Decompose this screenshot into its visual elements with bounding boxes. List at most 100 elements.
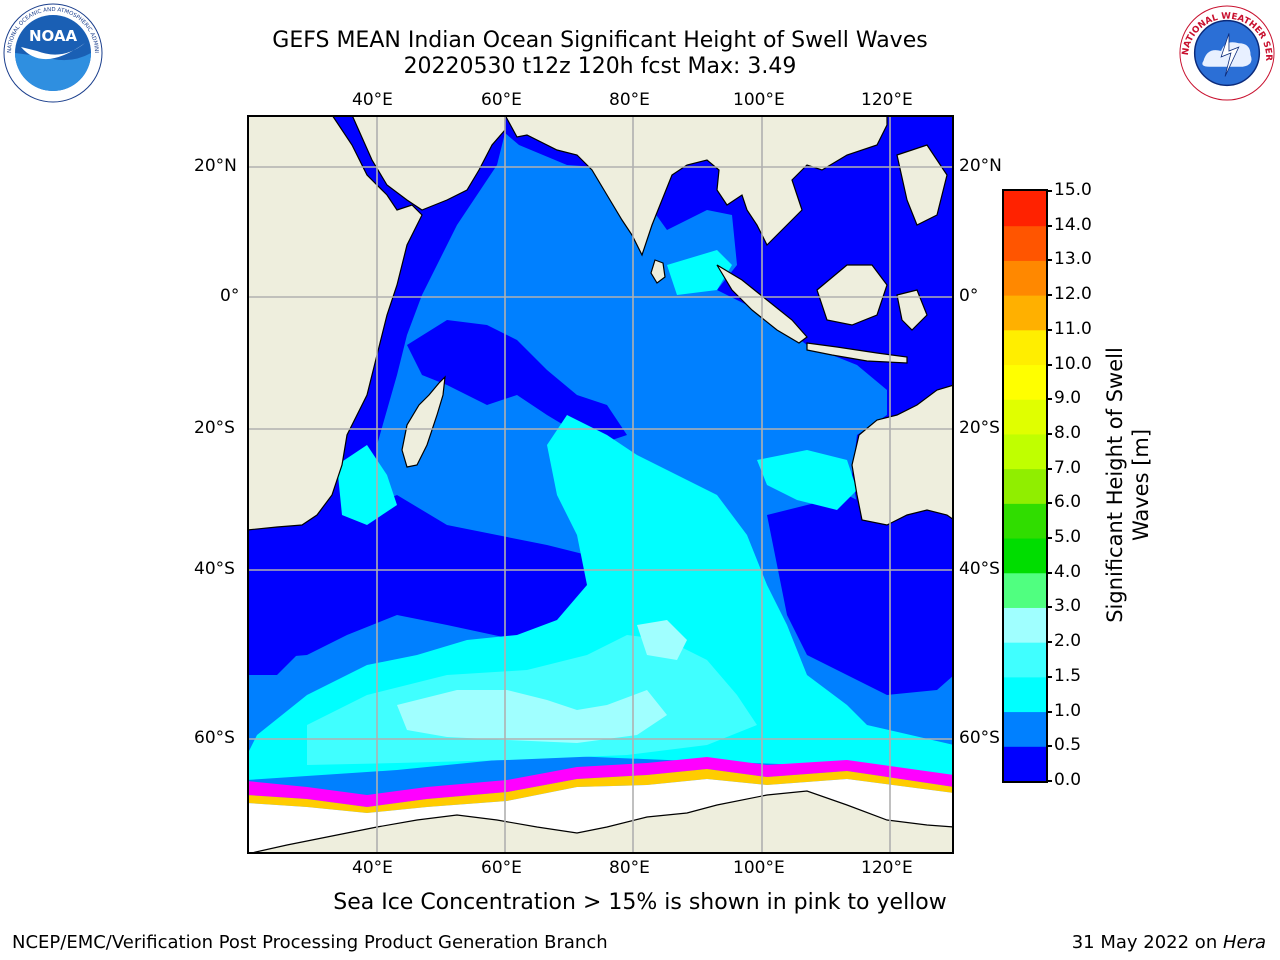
swell-zone-low-west (407, 320, 627, 445)
colorbar-bin (1004, 746, 1046, 782)
swell-zone-cyan-westaustralia (757, 450, 857, 510)
footer-machine: Hera (1222, 932, 1266, 953)
lat-tick-right: 0° (959, 286, 979, 306)
colorbar-tick-mark (1046, 363, 1052, 366)
land-australia (851, 384, 954, 526)
land-antarctica (247, 790, 954, 854)
colorbar-bin (1004, 503, 1046, 539)
colorbar-tick-labels: 0.0 0.5 1.0 1.5 2.0 3.0 4.0 5.0 6.0 7.0 8.0 9.0 10.0… (1046, 0, 1132, 960)
land-madagascar (401, 375, 446, 468)
colorbar-tick-label: 5.0 (1054, 527, 1082, 548)
colorbar-bin (1004, 364, 1046, 400)
map-frame (247, 115, 954, 854)
noaa-logo: NOAA NATIONAL OCEANIC AND ATMOSPHERIC AD… (3, 3, 103, 103)
colorbar-frame (1002, 189, 1048, 783)
colorbar-tick-mark (1046, 294, 1052, 297)
footer-date-text: 31 May 2022 on (1071, 932, 1223, 953)
lon-tick-top: 80°E (609, 90, 650, 110)
land-java (806, 342, 908, 364)
sea-ice-caption: Sea Ice Concentration > 15% is shown in … (333, 890, 947, 915)
footer-credit: NCEP/EMC/Verification Post Processing Pr… (12, 932, 608, 953)
colorbar-tick-mark (1046, 606, 1052, 609)
map-graticule (247, 115, 954, 854)
colorbar-tick-mark (1046, 502, 1052, 505)
swell-zone-pale-south (397, 690, 667, 743)
colorbar-tick-label: 10.0 (1054, 353, 1092, 374)
lon-tick-bottom: 80°E (609, 858, 650, 878)
lon-tick-bottom: 60°E (481, 858, 522, 878)
colorbar-tick-mark (1046, 710, 1052, 713)
lat-tick-right: 40°S (959, 559, 1000, 579)
colorbar-tick-label: 2.0 (1054, 631, 1082, 652)
colorbar-tick-mark (1046, 398, 1052, 401)
lat-tick-left: 0° (220, 286, 240, 306)
swell-zone-pale-central (637, 620, 687, 660)
noaa-logo-text: NOAA (29, 27, 78, 45)
colorbar-tick-label: 6.0 (1054, 492, 1082, 513)
lat-tick-left: 20°N (194, 156, 237, 176)
colorbar-tick-mark (1046, 675, 1052, 678)
colorbar-bin (1004, 607, 1046, 643)
colorbar-tick-label: 1.5 (1054, 665, 1082, 686)
sea-ice-edge-pink (247, 757, 954, 807)
nws-logo: NATIONAL WEATHER SERVICE (1178, 4, 1275, 101)
lat-tick-left: 20°S (194, 418, 235, 438)
sea-ice-edge-yellow (247, 769, 954, 813)
colorbar-tick-label: 0.0 (1054, 770, 1082, 790)
colorbar-tick-label: 11.0 (1054, 318, 1092, 339)
colorbar-bin (1004, 260, 1046, 296)
colorbar-bin (1004, 399, 1046, 435)
colorbar-bin (1004, 225, 1046, 261)
map-title: GEFS MEAN Indian Ocean Significant Heigh… (272, 28, 928, 53)
colorbar-tick-label: 8.0 (1054, 422, 1082, 443)
swell-zone-low-east (767, 495, 954, 695)
lon-tick-bottom: 100°E (733, 858, 785, 878)
colorbar-bin (1004, 329, 1046, 366)
map-panel (247, 115, 954, 854)
colorbar-tick-label: 7.0 (1054, 457, 1082, 478)
lon-tick-top: 40°E (352, 90, 393, 110)
swell-zone-cyan-mozambique (337, 445, 397, 525)
land-sulawesi (896, 289, 928, 331)
lat-tick-left: 60°S (194, 728, 235, 748)
colorbar-bin (1004, 711, 1046, 747)
colorbar-tick-label: 3.0 (1054, 596, 1082, 617)
colorbar-tick-mark (1046, 467, 1052, 470)
colorbar-bin (1004, 468, 1046, 504)
lat-tick-right: 60°S (959, 728, 1000, 748)
swell-zone-cyan-equator (667, 250, 732, 295)
colorbar-tick-mark (1046, 224, 1052, 227)
colorbar-tick-label: 1.0 (1054, 700, 1082, 721)
colorbar-tick-mark (1046, 190, 1052, 192)
colorbar-label-line2: Waves [m] (1129, 428, 1153, 542)
colorbar-tick-label: 0.5 (1054, 735, 1082, 756)
colorbar-tick-label: 12.0 (1054, 284, 1092, 305)
colorbar-tick-mark (1046, 571, 1052, 574)
colorbar-tick-label: 13.0 (1054, 249, 1092, 270)
lon-tick-top: 60°E (481, 90, 522, 110)
colorbar-label: Significant Height of Swell Waves [m] (1102, 347, 1154, 623)
lon-tick-bottom: 120°E (861, 858, 913, 878)
colorbar-tick-label: 4.0 (1054, 561, 1082, 582)
swell-zone-low-southwest (247, 495, 647, 660)
lat-tick-right: 20°S (959, 418, 1000, 438)
lon-tick-top: 120°E (861, 90, 913, 110)
colorbar (1002, 189, 1048, 783)
colorbar-tick-mark (1046, 641, 1052, 644)
colorbar-bin (1004, 676, 1046, 713)
land-sri-lanka (650, 259, 666, 284)
lon-tick-top: 100°E (733, 90, 785, 110)
colorbar-tick-label: 15.0 (1054, 180, 1092, 200)
land-philippines (896, 144, 948, 226)
colorbar-tick-mark (1046, 432, 1052, 435)
colorbar-tick-mark (1046, 259, 1052, 262)
colorbar-bin (1004, 572, 1046, 608)
colorbar-tick-mark (1046, 745, 1052, 748)
land-asia (504, 115, 888, 257)
colorbar-bin (1004, 538, 1046, 574)
colorbar-tick-label: 9.0 (1054, 388, 1082, 409)
colorbar-bin (1004, 191, 1046, 227)
colorbar-bin (1004, 295, 1046, 331)
map-subtitle: 20220530 t12z 120h fcst Max: 3.49 (403, 54, 797, 79)
colorbar-bin (1004, 642, 1046, 678)
